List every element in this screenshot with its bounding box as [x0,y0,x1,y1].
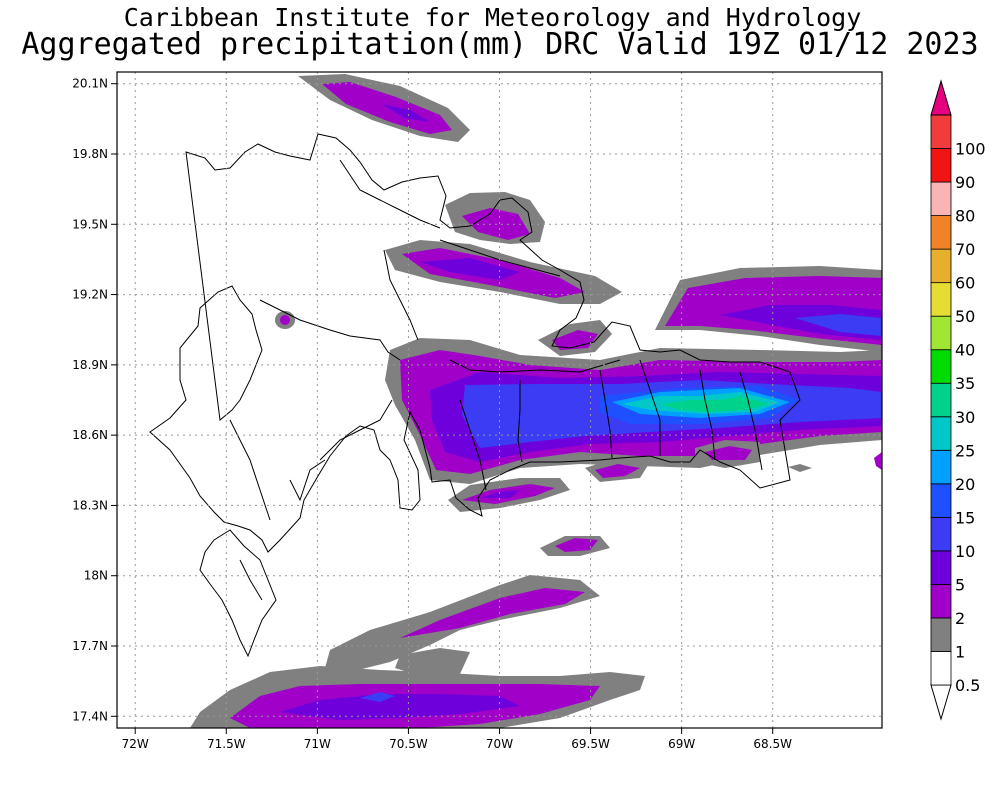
province-border [339,159,441,229]
province-border [699,369,716,461]
y-tick-label: 18.3N [72,498,108,512]
colorbar-swatch [930,349,952,384]
precip-purple [705,446,752,460]
colorbar-swatch [930,651,952,686]
x-tick-label: 69W [668,737,695,751]
borders-layer [149,133,801,658]
colorbar-label: 15 [955,508,975,527]
x-tick-label: 70W [486,737,513,751]
colorbar-swatch [930,449,952,485]
colorbar-label: 30 [955,408,975,427]
x-tick-label: 69.5W [571,737,610,751]
colorbar-label: 0.5 [955,676,980,695]
colorbar-label: 60 [955,274,975,293]
x-tick-label: 71W [304,737,331,751]
title-line-1: Caribbean Institute for Meteorology and … [123,3,862,32]
precip-purple [555,538,598,552]
precip-violet [280,694,520,720]
province-border [459,399,487,491]
province-border [599,369,613,459]
colorbar-label: 25 [955,441,975,460]
colorbar-swatch [930,282,952,317]
colorbar-swatch [930,483,952,518]
precip-purple [552,330,598,350]
colorbar-label: 90 [955,173,975,192]
province-border [319,399,393,461]
province-border [289,459,326,502]
x-tick-label: 70.5W [389,737,428,751]
precip-aqua [660,396,770,412]
precip-gray [395,648,470,676]
y-tick-label: 19.8N [72,147,108,161]
colorbar-overflow [930,79,952,116]
province-border [739,371,763,471]
y-tick-label: 17.7N [72,639,108,653]
colorbar-swatch [930,114,952,149]
province-border [239,559,263,601]
colorbar-swatch [930,617,952,652]
y-tick-label: 18.6N [72,428,108,442]
colorbar-label: 100 [955,140,986,159]
colorbar-swatch [930,382,952,418]
colorbar-label: 35 [955,374,975,393]
colorbar-underflow [930,684,952,721]
colorbar-swatch [930,315,952,351]
y-tick-label: 18N [84,569,108,583]
y-tick-label: 17.4N [72,709,108,723]
y-tick-label: 19.2N [72,288,108,302]
title-line-2: Aggregated precipitation(mm) DRC Valid 1… [21,27,979,62]
precip-violet [480,490,520,498]
colorbar-swatch [930,215,952,250]
precip-purple [874,452,882,470]
province-border [639,359,661,456]
province-border [517,380,523,463]
colorbar-label: 50 [955,307,975,326]
precip-purple [595,464,640,478]
colorbar-swatch [930,181,952,216]
colorbar-swatch [930,248,952,284]
x-tick-label: 68.5W [753,737,792,751]
colorbar-label: 70 [955,240,975,259]
province-border [229,419,271,521]
colorbar-label: 10 [955,542,975,561]
precip-purple [400,588,585,638]
y-tick-label: 20.1N [72,77,108,91]
southwest-peninsula [199,529,277,658]
colorbar-label: 2 [955,609,965,628]
x-tick-label: 71.5W [207,737,246,751]
colorbar-swatch [930,584,952,619]
x-tick-label: 72W [122,737,149,751]
colorbar-label: 80 [955,207,975,226]
precip-blue [795,314,882,336]
colorbar-label: 5 [955,575,965,594]
precip-violet [420,258,520,280]
precip-gray [788,464,812,472]
grid-layer [117,72,882,728]
colorbar-swatch [930,516,952,552]
coastline [149,133,801,553]
axis-layer: 72W 71.5W 71W 70.5W 70W 69.5W 69W 68.5W 20.1N 19.… [72,77,792,751]
colorbar-swatch [930,416,952,451]
province-border [383,249,419,341]
province-border [449,359,621,373]
colorbar-label: 20 [955,475,975,494]
colorbar-label: 1 [955,642,965,661]
colorbar-swatch [930,550,952,585]
precip-violet [382,104,430,122]
province-border [259,299,401,361]
y-tick-label: 19.5N [72,217,108,231]
precip-purple [322,82,452,134]
precip-purple [280,315,290,325]
colorbar-label: 40 [955,341,975,360]
y-tick-label: 18.9N [72,358,108,372]
precip-blue [360,692,395,702]
colorbar-swatch [930,148,952,183]
